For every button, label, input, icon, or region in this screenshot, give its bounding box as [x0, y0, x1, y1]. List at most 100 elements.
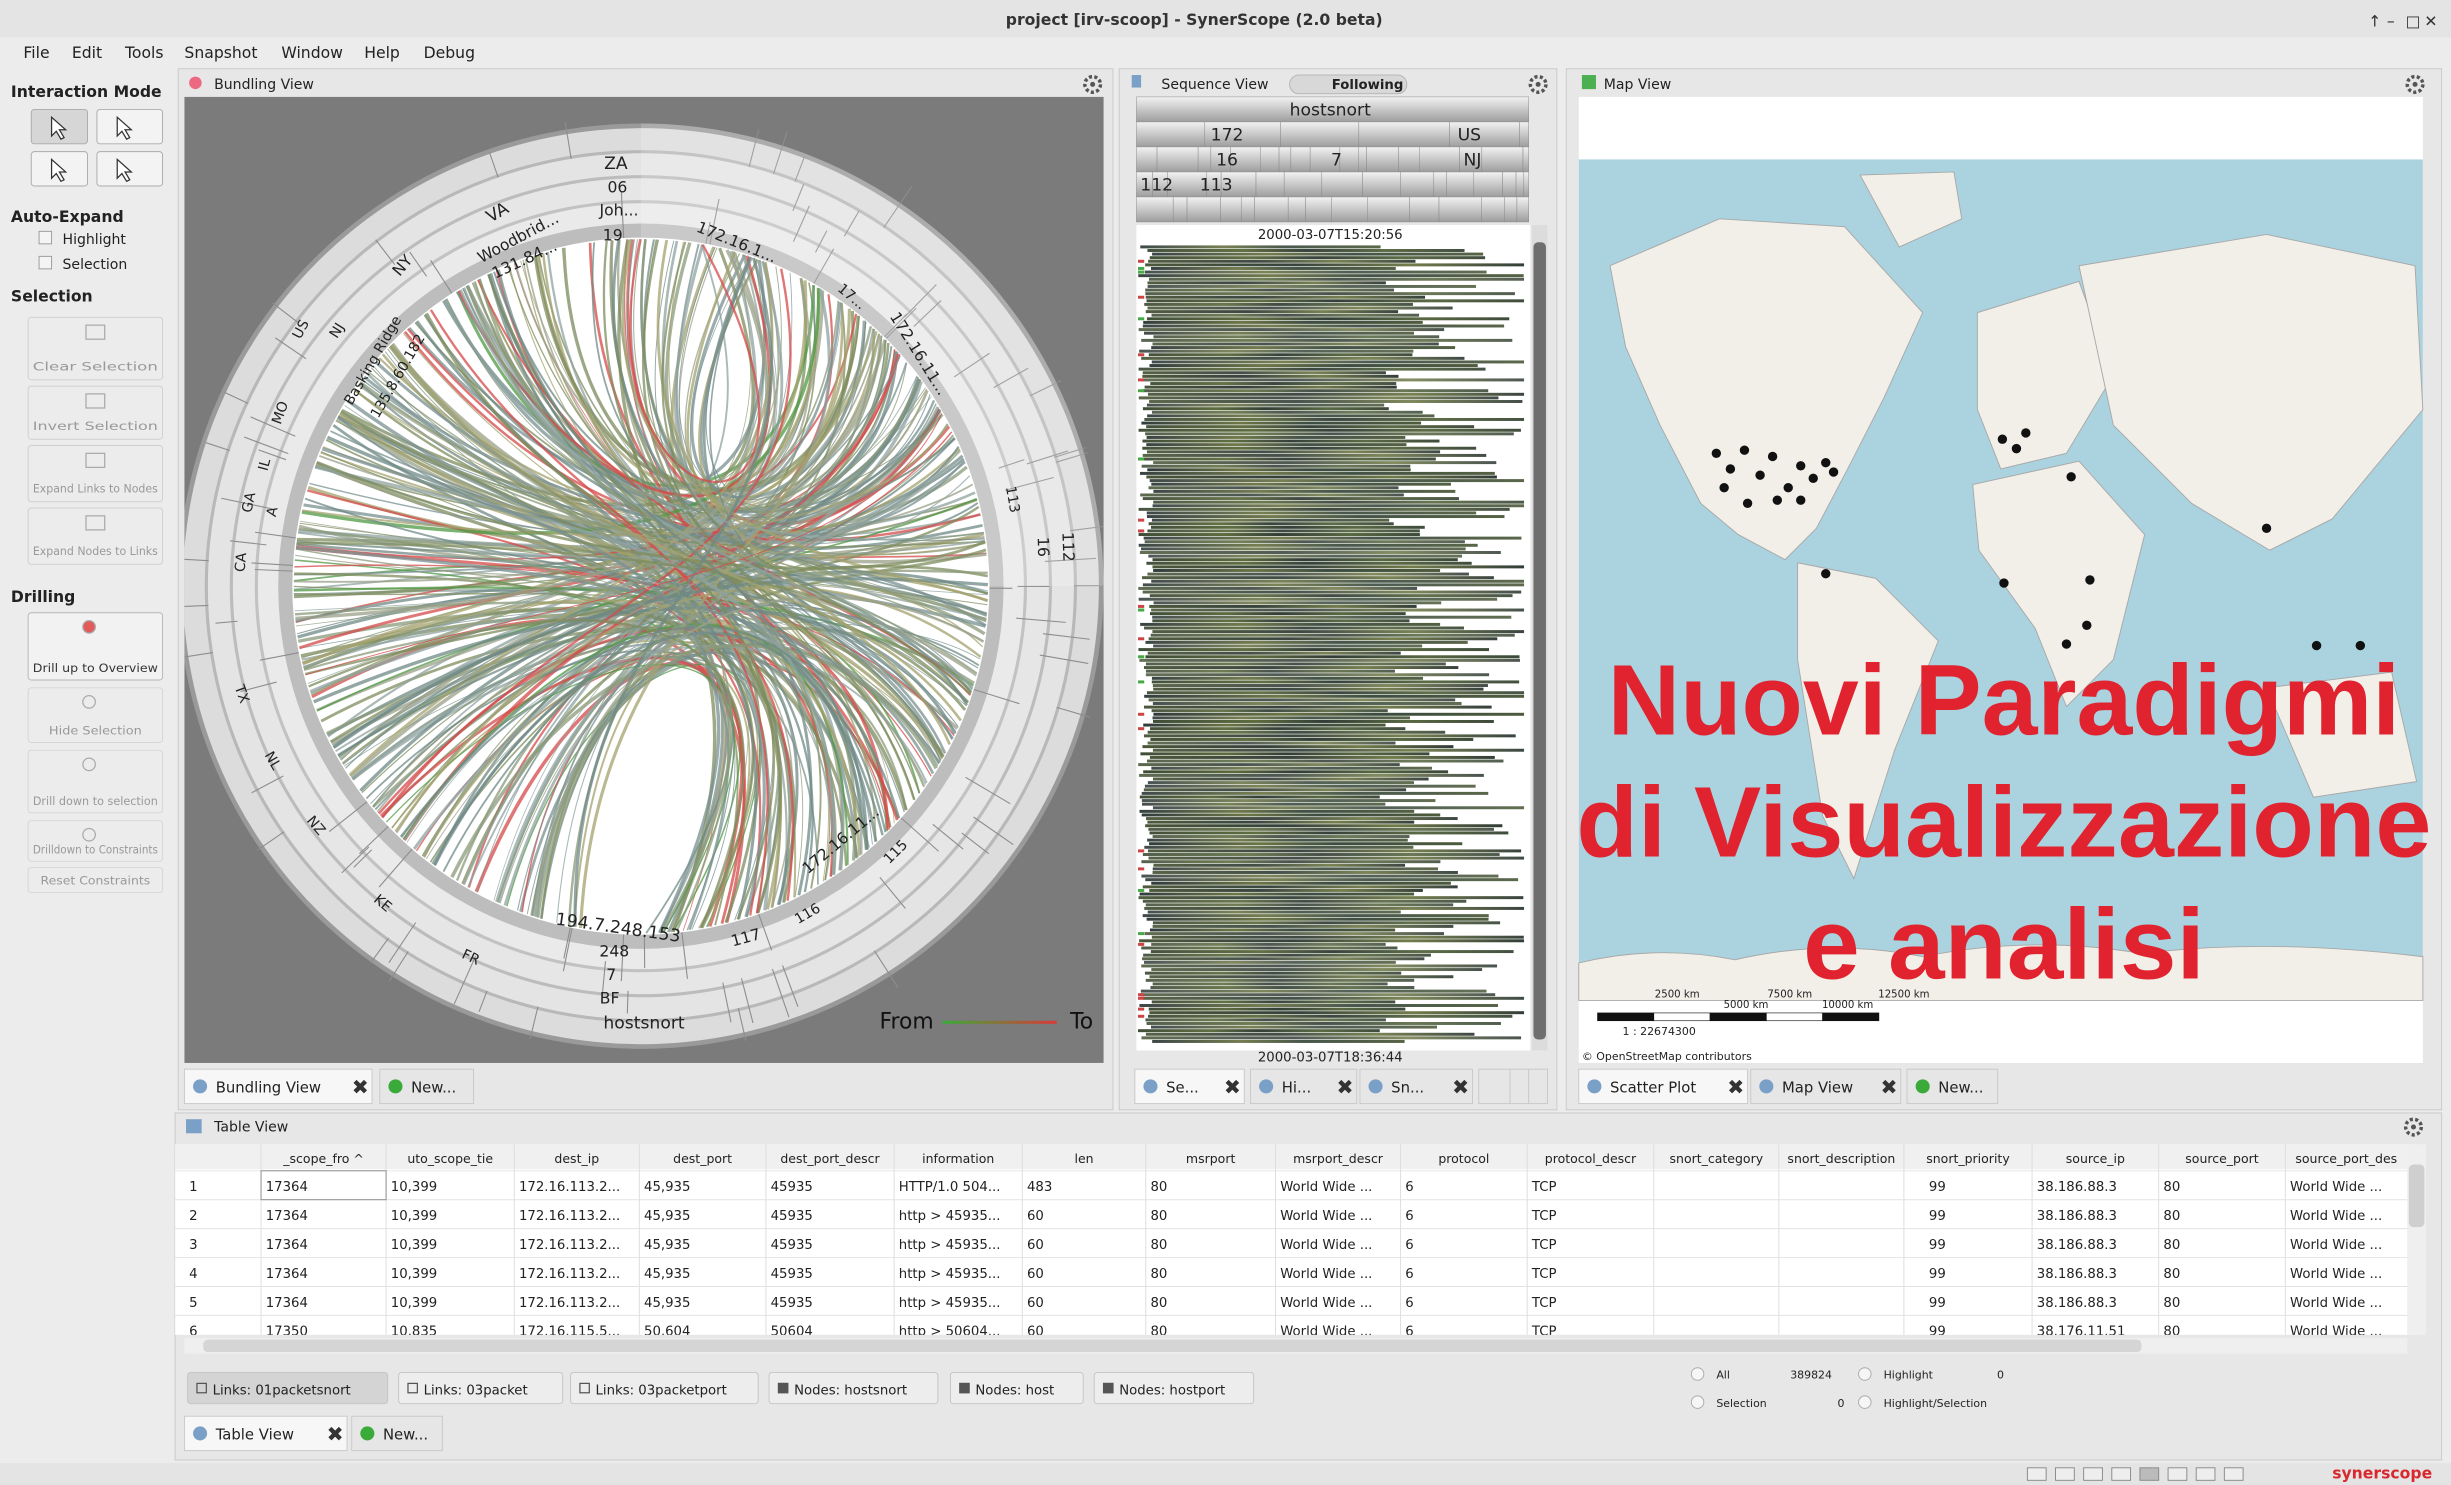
host-location	[1726, 464, 1735, 473]
column-header[interactable]: snort_priority	[1926, 1151, 2010, 1166]
sequence-marker	[1138, 932, 1144, 935]
filter-label[interactable]: Nodes: hostport	[1119, 1383, 1225, 1398]
scrollbar-thumb[interactable]	[2409, 1165, 2425, 1228]
host-location	[1998, 435, 2007, 444]
tab[interactable]	[1479, 1069, 1510, 1103]
sequence-cell	[1439, 197, 1481, 222]
toggle-label[interactable]: Following	[1332, 78, 1404, 93]
column-header[interactable]: msrport_descr	[1293, 1151, 1384, 1166]
tab-label[interactable]: New...	[1938, 1080, 1983, 1097]
filter-label[interactable]: Links: 03packet	[424, 1383, 528, 1398]
layout-button[interactable]	[2224, 1468, 2243, 1481]
column-header[interactable]: _scope_fro ^	[282, 1151, 364, 1166]
layout-button[interactable]	[2196, 1468, 2215, 1481]
sequence-cell	[1359, 122, 1450, 147]
scrollbar-thumb[interactable]	[203, 1340, 2141, 1353]
sequence-row	[1151, 634, 1515, 637]
column-header[interactable]: source_ip	[2066, 1151, 2125, 1166]
window-control[interactable]: ↑	[2368, 12, 2381, 31]
tab-scroll[interactable]	[1510, 1069, 1529, 1103]
menu-item[interactable]: Help	[364, 43, 400, 62]
table-cell: 45935	[771, 1296, 813, 1311]
sequence-marker	[1138, 353, 1144, 356]
overlay-text: e analisi	[1803, 889, 2205, 1001]
tab-close[interactable]: ✖	[327, 1422, 344, 1446]
sequence-cell	[1434, 172, 1447, 197]
sequence-row	[1150, 382, 1396, 385]
menu-item[interactable]: Snapshot	[184, 43, 257, 62]
column-header[interactable]: dest_ip	[554, 1151, 599, 1166]
sequence-row	[1140, 623, 1440, 626]
sequence-row	[1145, 289, 1394, 292]
window-control[interactable]: □	[2406, 12, 2421, 31]
tab-label[interactable]: Se...	[1166, 1080, 1199, 1097]
mode-button[interactable]	[97, 152, 163, 186]
sequence-row	[1141, 422, 1421, 425]
sequence-row	[1151, 580, 1524, 583]
tab-scroll[interactable]	[1529, 1069, 1548, 1103]
tab-label[interactable]: Bundling View	[216, 1080, 321, 1097]
checkbox[interactable]	[39, 231, 52, 244]
layout-button[interactable]	[2112, 1468, 2131, 1481]
scrollbar-thumb[interactable]	[1533, 242, 1546, 1039]
node-label: 16	[1034, 537, 1054, 558]
layout-button[interactable]	[2027, 1468, 2046, 1481]
filter-label[interactable]: Links: 03packetport	[596, 1383, 727, 1398]
checkbox[interactable]	[39, 256, 52, 269]
menu-item[interactable]: Edit	[72, 43, 102, 62]
sequence-row	[1145, 540, 1465, 543]
radio-button[interactable]	[1691, 1368, 1704, 1381]
window-control[interactable]: –	[2387, 12, 2395, 31]
tab-label[interactable]: Sn...	[1391, 1080, 1424, 1097]
tab-close[interactable]: ✖	[1452, 1075, 1469, 1099]
mode-button[interactable]	[97, 109, 163, 143]
sequence-row	[1144, 666, 1458, 669]
window-control[interactable]: ✕	[2424, 12, 2437, 31]
column-header[interactable]: snort_description	[1787, 1151, 1895, 1166]
filter-label[interactable]: Nodes: host	[975, 1383, 1054, 1398]
column-header[interactable]: protocol	[1438, 1151, 1489, 1166]
sequence-cell	[1291, 147, 1310, 172]
column-header[interactable]: protocol_descr	[1545, 1151, 1637, 1166]
menu-item[interactable]: Window	[281, 43, 343, 62]
tab-label[interactable]: Scatter Plot	[1610, 1080, 1696, 1097]
sequence-row	[1151, 767, 1432, 770]
tab-label[interactable]: Table View	[215, 1427, 294, 1444]
sequence-row	[1142, 447, 1476, 450]
filter-label[interactable]: Links: 01packetsnort	[213, 1383, 351, 1398]
menu-item[interactable]: Debug	[424, 43, 475, 62]
sequence-row	[1153, 461, 1496, 464]
tab-close[interactable]: ✖	[1727, 1075, 1744, 1099]
column-header[interactable]: snort_category	[1670, 1151, 1764, 1166]
tab-close[interactable]: ✖	[1336, 1075, 1353, 1099]
column-header[interactable]: dest_port	[673, 1151, 732, 1166]
radio-button[interactable]	[1859, 1396, 1872, 1409]
tab-label[interactable]: Map View	[1782, 1080, 1853, 1097]
layout-button[interactable]	[2168, 1468, 2187, 1481]
column-header[interactable]: information	[922, 1151, 994, 1166]
sequence-row	[1138, 763, 1400, 766]
sequence-row	[1147, 307, 1452, 310]
radio-button[interactable]	[1691, 1396, 1704, 1409]
column-header[interactable]: source_port_des	[2295, 1151, 2397, 1166]
layout-button[interactable]	[2140, 1468, 2159, 1481]
sequence-row	[1145, 641, 1467, 644]
column-header[interactable]: dest_port_descr	[780, 1151, 880, 1166]
tab-label[interactable]: New...	[411, 1080, 456, 1097]
menu-item[interactable]: Tools	[124, 43, 163, 62]
column-header[interactable]: uto_scope_tie	[407, 1151, 493, 1166]
radio-button[interactable]	[1859, 1368, 1872, 1381]
tab-close[interactable]: ✖	[1224, 1075, 1241, 1099]
column-header[interactable]: len	[1074, 1151, 1093, 1166]
tab-close[interactable]: ✖	[352, 1075, 369, 1099]
menu-item[interactable]: File	[23, 43, 49, 62]
column-header[interactable]: source_port	[2185, 1151, 2258, 1166]
column-header[interactable]: msrport	[1186, 1151, 1236, 1166]
button-label: Invert Selection	[33, 419, 158, 433]
layout-button[interactable]	[2084, 1468, 2103, 1481]
tab-label[interactable]: Hi...	[1282, 1080, 1311, 1097]
layout-button[interactable]	[2056, 1468, 2075, 1481]
tab-label[interactable]: New...	[383, 1427, 428, 1444]
filter-label[interactable]: Nodes: hostsnort	[794, 1383, 907, 1398]
tab-close[interactable]: ✖	[1880, 1075, 1897, 1099]
